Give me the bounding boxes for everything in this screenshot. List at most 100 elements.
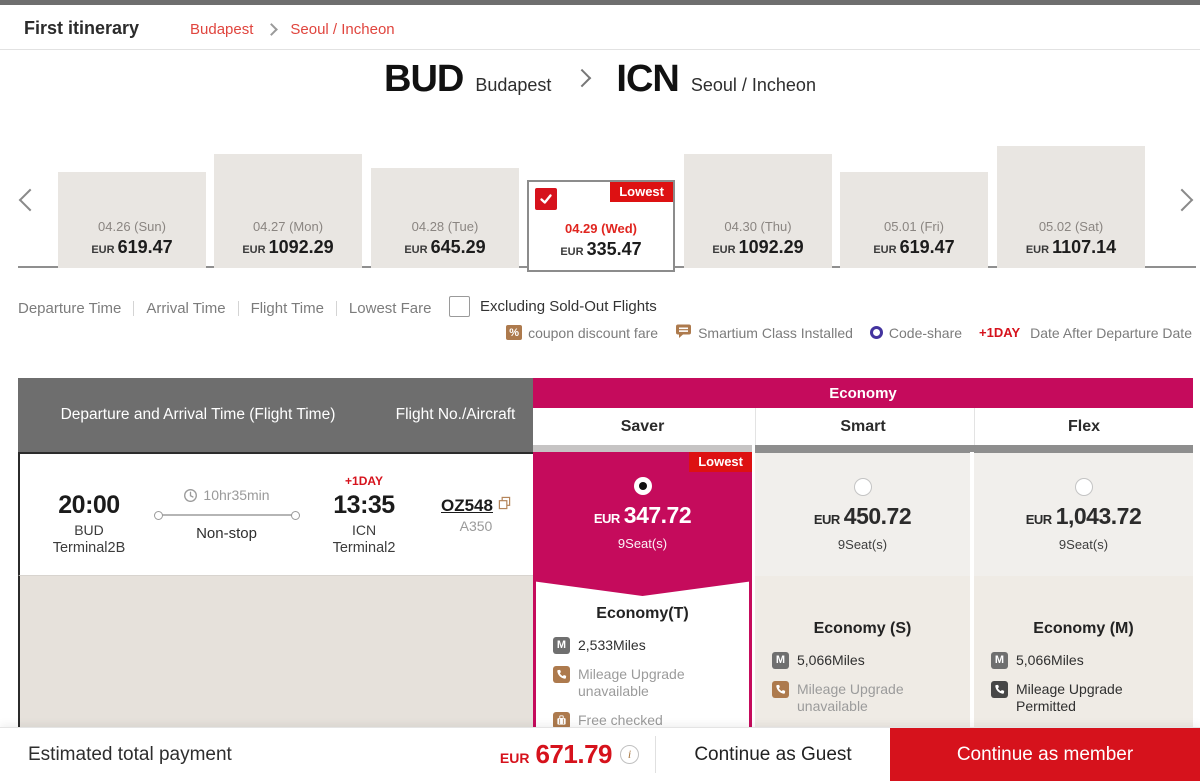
baggage-icon bbox=[553, 711, 570, 729]
total-price: EUR 671.79 i bbox=[500, 739, 639, 770]
info-icon[interactable]: i bbox=[620, 745, 639, 764]
currency-label: EUR bbox=[499, 750, 530, 766]
flex-seats: 9Seat(s) bbox=[1058, 536, 1109, 552]
fareclass-header-flex[interactable]: Flex bbox=[974, 408, 1193, 445]
codeshare-icon bbox=[869, 326, 883, 339]
smartium-icon bbox=[675, 323, 692, 342]
flex-radio[interactable] bbox=[1074, 477, 1093, 496]
sort-arrival-time[interactable]: Arrival Time bbox=[146, 300, 226, 317]
coupon-icon: % bbox=[506, 325, 523, 340]
date-card-0426[interactable]: 04.26 (Sun) EUR 619.47 bbox=[58, 172, 206, 268]
price-value: 619.47 bbox=[117, 237, 173, 257]
booking-class-flex: Economy (M) bbox=[1033, 620, 1134, 637]
date-card-0428[interactable]: 04.28 (Tue) EUR 645.29 bbox=[371, 168, 519, 268]
date-price: EUR 1092.29 bbox=[242, 237, 333, 258]
smart-price: EUR 450.72 bbox=[813, 503, 912, 530]
phone-icon bbox=[553, 665, 570, 683]
miles-item: M 5,066Miles bbox=[772, 652, 970, 670]
miles-value: 5,066Miles bbox=[797, 652, 865, 668]
sort-flight-time[interactable]: Flight Time bbox=[250, 300, 324, 317]
carousel-next-icon[interactable] bbox=[1170, 188, 1194, 212]
continue-guest-button[interactable]: Continue as Guest bbox=[656, 728, 890, 781]
price-value: 1092.29 bbox=[738, 237, 804, 257]
date-price: EUR 1092.29 bbox=[712, 237, 803, 258]
legend-coupon: % coupon discount fare bbox=[506, 325, 658, 341]
departure-terminal: Terminal2B bbox=[52, 539, 126, 556]
flight-duration: 10hr35min bbox=[203, 487, 270, 503]
fare-cell-flex[interactable]: EUR 1,043.72 9Seat(s) bbox=[974, 452, 1193, 576]
itinerary-title: First itinerary bbox=[24, 18, 140, 38]
price-value: 347.72 bbox=[623, 502, 692, 528]
payment-footer: Estimated total payment EUR 671.79 i Con… bbox=[0, 727, 1200, 781]
date-card-0429-selected[interactable]: Lowest 04.29 (Wed) EUR 335.47 bbox=[527, 180, 675, 272]
currency-label: EUR bbox=[242, 244, 266, 256]
miles-item: M 5,066Miles bbox=[991, 652, 1193, 670]
saver-price: EUR 347.72 bbox=[593, 502, 692, 529]
date-price: EUR 645.29 bbox=[404, 237, 485, 258]
clock-icon bbox=[184, 488, 198, 502]
soldout-label: Excluding Sold-Out Flights bbox=[480, 298, 657, 315]
total-payment-label: Estimated total payment bbox=[28, 743, 232, 765]
footer-divider bbox=[655, 736, 656, 773]
departure-airport: BUD bbox=[74, 521, 104, 538]
currency-label: EUR bbox=[712, 244, 736, 256]
checked-checkbox-icon[interactable] bbox=[535, 188, 557, 210]
booking-class-saver: Economy(T) bbox=[596, 605, 689, 622]
aircraft-type: A350 bbox=[459, 517, 493, 534]
plus-one-day-tag: +1DAY bbox=[345, 473, 383, 488]
price-value: 645.29 bbox=[430, 237, 486, 257]
miles-icon: M bbox=[991, 652, 1008, 669]
fare-cell-saver[interactable]: Lowest EUR 347.72 9Seat(s) bbox=[533, 452, 752, 576]
date-card-0502[interactable]: 05.02 (Sat) EUR 1107.14 bbox=[997, 146, 1145, 268]
currency-label: EUR bbox=[813, 511, 840, 527]
stops-label: Non-stop bbox=[196, 525, 257, 542]
flight-number-link[interactable]: OZ548 bbox=[441, 495, 493, 515]
fare-cell-smart[interactable]: EUR 450.72 9Seat(s) bbox=[755, 452, 970, 576]
date-card-0430[interactable]: 04.30 (Thu) EUR 1092.29 bbox=[684, 154, 832, 268]
continue-member-button[interactable]: Continue as member bbox=[890, 728, 1200, 781]
legend-codeshare: Code-share bbox=[869, 325, 962, 341]
smart-radio[interactable] bbox=[853, 477, 872, 496]
details-popup-icon[interactable] bbox=[498, 496, 511, 515]
table-header-left: Departure and Arrival Time (Flight Time)… bbox=[18, 378, 533, 452]
date-price: EUR 335.47 bbox=[560, 239, 641, 260]
date-price: EUR 619.47 bbox=[91, 237, 172, 258]
origin-code: BUD bbox=[384, 58, 464, 100]
miles-value: 2,533Miles bbox=[578, 637, 646, 653]
currency-label: EUR bbox=[593, 511, 620, 526]
date-label: 05.02 (Sat) bbox=[1038, 219, 1104, 234]
fareclass-header-saver[interactable]: Saver bbox=[533, 408, 752, 445]
fareclass-header-smart[interactable]: Smart bbox=[755, 408, 970, 445]
date-price: EUR 619.47 bbox=[873, 237, 954, 258]
destination-city: Seoul / Incheon bbox=[690, 75, 816, 95]
arrival-block: +1DAY 13:35 ICN Terminal2 bbox=[309, 474, 419, 556]
date-card-0501[interactable]: 05.01 (Fri) EUR 619.47 bbox=[840, 172, 988, 268]
sort-lowest-fare[interactable]: Lowest Fare bbox=[348, 300, 432, 317]
soldout-checkbox[interactable] bbox=[449, 296, 470, 317]
breadcrumb-destination: Seoul / Incheon bbox=[290, 21, 395, 38]
legend-coupon-label: coupon discount fare bbox=[528, 324, 659, 341]
flex-price: EUR 1,043.72 bbox=[1025, 503, 1142, 530]
phone-icon bbox=[991, 680, 1008, 698]
saver-seats: 9Seat(s) bbox=[617, 536, 668, 551]
date-label: 04.27 (Mon) bbox=[252, 219, 324, 234]
upgrade-text: Mileage Upgrade unavailable bbox=[797, 680, 904, 715]
carousel-prev-icon[interactable] bbox=[18, 188, 42, 212]
saver-radio-selected[interactable] bbox=[633, 477, 652, 495]
upgrade-text: Mileage Upgrade unavailable bbox=[578, 665, 685, 700]
col-header-times: Departure and Arrival Time (Flight Time) bbox=[60, 406, 336, 423]
currency-label: EUR bbox=[1025, 244, 1050, 256]
lowest-badge: Lowest bbox=[689, 452, 752, 472]
date-label: 04.26 (Sun) bbox=[98, 219, 166, 234]
flight-row: 20:00 BUD Terminal2B 10hr35min Non-stop … bbox=[18, 452, 533, 576]
miles-item: M 2,533Miles bbox=[553, 637, 749, 655]
origin-city: Budapest bbox=[475, 75, 552, 95]
miles-icon: M bbox=[772, 652, 789, 669]
upgrade-text: Mileage Upgrade Permitted bbox=[1016, 680, 1123, 715]
currency-label: EUR bbox=[1025, 511, 1052, 527]
route-header: BUD Budapest ICN Seoul / Incheon bbox=[0, 58, 1200, 101]
sort-departure-time[interactable]: Departure Time bbox=[18, 300, 122, 317]
divider bbox=[133, 301, 135, 316]
total-value: 671.79 bbox=[535, 739, 612, 769]
date-card-0427[interactable]: 04.27 (Mon) EUR 1092.29 bbox=[214, 154, 362, 268]
